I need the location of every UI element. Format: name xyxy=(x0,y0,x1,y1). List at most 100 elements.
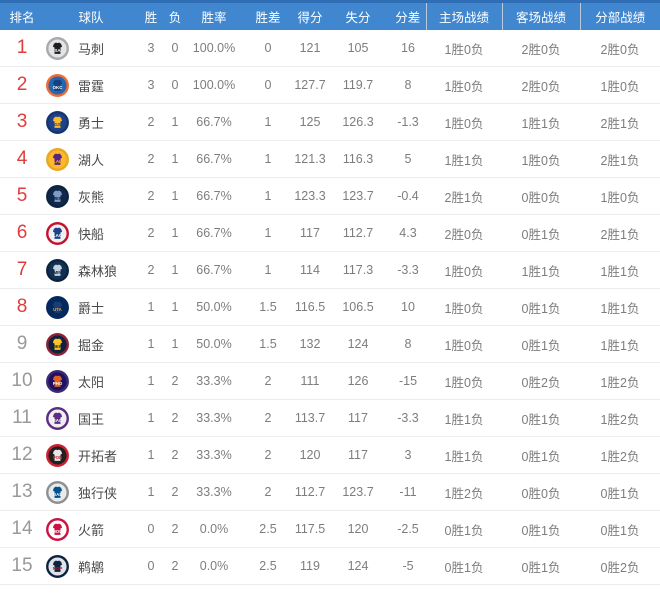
pa-value: 126.3 xyxy=(326,103,390,141)
losses-value: 2 xyxy=(164,399,186,437)
diff-value: 5 xyxy=(390,140,426,178)
pct-value: 66.7% xyxy=(186,214,242,252)
losses-value: 1 xyxy=(164,288,186,326)
division-value: 1胜0负 xyxy=(580,177,660,215)
team-name-link[interactable]: 勇士 xyxy=(78,115,105,131)
wins-value: 1 xyxy=(138,325,164,363)
wins-value: 3 xyxy=(138,30,164,67)
pa-value: 124 xyxy=(326,325,390,363)
table-header-row: 排名 球队胜负胜率 胜差 得分 失分 分差 主场战绩 客场战绩 分部战绩 xyxy=(0,0,660,30)
team-name-link[interactable]: 独行侠 xyxy=(78,485,118,501)
pa-value: 123.7 xyxy=(326,473,390,511)
svg-text:POR: POR xyxy=(53,455,63,460)
rank-number: 15 xyxy=(0,547,44,585)
team-name-link[interactable]: 掘金 xyxy=(78,337,105,353)
pf-value: 117.5 xyxy=(294,510,326,548)
team-row-dal: 13 DAL 独行侠 1 2 33.3% 2 112.7 123.7 -11 1胜2负 0胜0负 0胜1… xyxy=(0,473,660,511)
away-value: 1胜1负 xyxy=(502,103,580,141)
team-name-link[interactable]: 开拓者 xyxy=(78,448,118,464)
home-value: 1胜0负 xyxy=(426,325,502,363)
division-value: 1胜0负 xyxy=(580,66,660,104)
rank-number: 5 xyxy=(0,177,44,215)
rank-number: 6 xyxy=(0,214,44,252)
team-name-link[interactable]: 火箭 xyxy=(78,522,105,538)
division-value: 1胜2负 xyxy=(580,362,660,400)
team-logo-lal-icon: LAL xyxy=(46,147,69,171)
pf-value: 121.3 xyxy=(294,140,326,178)
rank-number: 4 xyxy=(0,140,44,178)
wins-value: 2 xyxy=(138,251,164,289)
pf-value: 117 xyxy=(294,214,326,252)
division-value: 2胜1负 xyxy=(580,103,660,141)
losses-value: 1 xyxy=(164,177,186,215)
pf-value: 121 xyxy=(294,30,326,67)
diff-value: -5 xyxy=(390,547,426,585)
team-name-link[interactable]: 森林狼 xyxy=(78,263,118,279)
home-value: 1胜2负 xyxy=(426,473,502,511)
team-name-link[interactable]: 雷霆 xyxy=(78,78,105,94)
team-row-min: 7 MIN 森林狼 2 1 66.7% 1 114 117.3 -3.3 1胜0负 1胜1负 1胜1负 xyxy=(0,251,660,289)
gb-value: 1.5 xyxy=(242,288,294,326)
gb-value: 2 xyxy=(242,473,294,511)
team-name-link[interactable]: 爵士 xyxy=(78,300,105,316)
pa-value: 116.3 xyxy=(326,140,390,178)
home-value: 2胜0负 xyxy=(426,214,502,252)
pa-value: 124 xyxy=(326,547,390,585)
away-value: 0胜1负 xyxy=(502,436,580,474)
team-logo-uta-icon: UTA xyxy=(46,295,69,319)
rank-number: 12 xyxy=(0,436,44,474)
team-cell: DEN 掘金 xyxy=(44,325,138,363)
home-value: 1胜0负 xyxy=(426,288,502,326)
standings-table: 排名 球队胜负胜率 胜差 得分 失分 分差 主场战绩 客场战绩 分部战绩 1 SA 马刺 3 0 100.… xyxy=(0,0,660,585)
losses-value: 1 xyxy=(164,140,186,178)
team-name-link[interactable]: 马刺 xyxy=(78,41,105,57)
away-value: 0胜1负 xyxy=(502,325,580,363)
gb-value: 2 xyxy=(242,362,294,400)
pct-value: 33.3% xyxy=(186,399,242,437)
pf-value: 123.3 xyxy=(294,177,326,215)
team-row-nop: 15 NOP 鹈鹕 0 2 0.0% 2.5 119 124 -5 0胜1负 0胜1负 0胜2负 xyxy=(0,547,660,585)
wins-value: 3 xyxy=(138,66,164,104)
team-name-link[interactable]: 湖人 xyxy=(78,152,105,168)
away-value: 1胜0负 xyxy=(502,140,580,178)
team-cell: GS 勇士 xyxy=(44,103,138,141)
rank-number: 7 xyxy=(0,251,44,289)
team-name-link[interactable]: 快船 xyxy=(78,226,105,242)
column-header-diff: 分差 xyxy=(390,0,426,30)
team-logo-gs-icon: GS xyxy=(46,110,69,134)
division-value: 2胜1负 xyxy=(580,214,660,252)
team-row-lac: 6 LAC 快船 2 1 66.7% 1 117 112.7 4.3 2胜0负 0胜1负 2胜1负 xyxy=(0,214,660,252)
rank-number: 14 xyxy=(0,510,44,548)
pa-value: 112.7 xyxy=(326,214,390,252)
losses-value: 2 xyxy=(164,473,186,511)
team-name-link[interactable]: 国王 xyxy=(78,411,105,427)
pct-value: 50.0% xyxy=(186,288,242,326)
pf-value: 112.7 xyxy=(294,473,326,511)
team-row-pho: 10 PHO 太阳 1 2 33.3% 2 111 126 -15 1胜0负 0胜2负 1胜2负 xyxy=(0,362,660,400)
pf-value: 114 xyxy=(294,251,326,289)
column-header-division: 分部战绩 xyxy=(579,0,660,30)
pct-value: 66.7% xyxy=(186,251,242,289)
wins-value: 2 xyxy=(138,103,164,141)
svg-text:LAC: LAC xyxy=(53,233,63,238)
diff-value: 10 xyxy=(390,288,426,326)
team-name-link[interactable]: 太阳 xyxy=(78,374,105,390)
column-header-pa: 失分 xyxy=(326,0,390,30)
pct-value: 33.3% xyxy=(186,473,242,511)
svg-text:HOU: HOU xyxy=(53,529,63,534)
team-row-hou: 14 HOU 火箭 0 2 0.0% 2.5 117.5 120 -2.5 0胜1负 0胜1负 0胜1负 xyxy=(0,510,660,548)
diff-value: 8 xyxy=(390,325,426,363)
svg-text:LAL: LAL xyxy=(53,159,62,164)
home-value: 1胜1负 xyxy=(426,399,502,437)
losses-value: 0 xyxy=(164,30,186,67)
pa-value: 117 xyxy=(326,399,390,437)
home-value: 1胜1负 xyxy=(426,436,502,474)
pct-value: 50.0% xyxy=(186,325,242,363)
division-value: 1胜2负 xyxy=(580,399,660,437)
team-name-link[interactable]: 鹈鹕 xyxy=(78,559,105,575)
pct-value: 0.0% xyxy=(186,547,242,585)
team-row-sa: 1 SA 马刺 3 0 100.0% 0 121 105 16 1胜0负 2胜0负 2胜0负 xyxy=(0,30,660,67)
diff-value: 8 xyxy=(390,66,426,104)
diff-value: -3.3 xyxy=(390,251,426,289)
team-name-link[interactable]: 灰熊 xyxy=(78,189,105,205)
